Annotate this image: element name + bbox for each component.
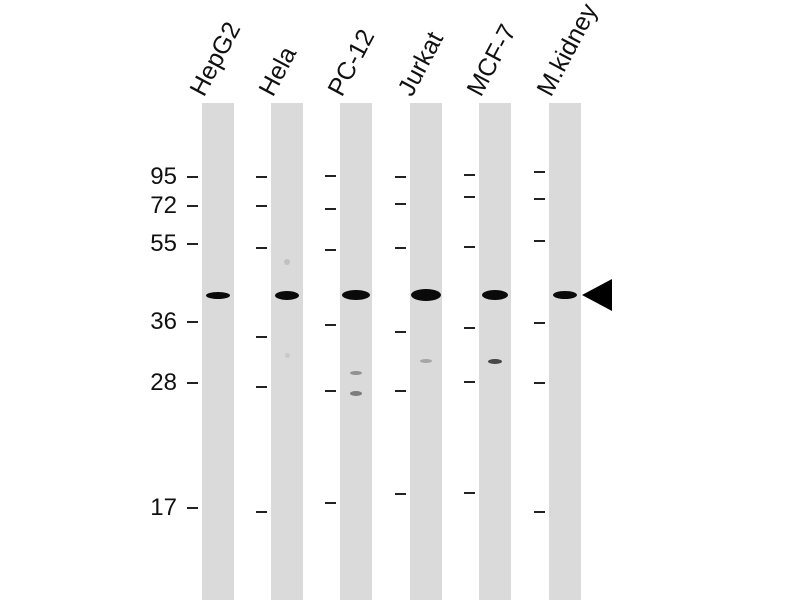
- protein-band: [411, 289, 441, 301]
- marker-tick: [187, 243, 198, 245]
- marker-label: 72: [150, 192, 177, 219]
- protein-band: [342, 290, 370, 300]
- lane-4: [410, 103, 442, 600]
- protein-band: [284, 352, 290, 358]
- marker-tick: [256, 205, 267, 207]
- lane-1: [202, 103, 234, 600]
- marker-tick: [395, 203, 406, 205]
- marker-tick: [464, 381, 475, 383]
- marker-label: 17: [150, 494, 177, 521]
- protein-band: [482, 290, 508, 300]
- protein-band: [284, 259, 290, 265]
- marker-tick: [256, 336, 267, 338]
- marker-tick: [464, 246, 475, 248]
- marker-tick: [256, 511, 267, 513]
- marker-tick: [534, 511, 545, 513]
- marker-tick: [187, 507, 198, 509]
- lane-6: [549, 103, 581, 600]
- marker-tick: [256, 176, 267, 178]
- marker-tick: [325, 249, 336, 251]
- marker-tick: [534, 240, 545, 242]
- lane-label: HepG2: [184, 17, 247, 101]
- lane-label: Jurkat: [392, 27, 450, 101]
- protein-band: [553, 291, 577, 299]
- marker-tick: [187, 321, 198, 323]
- band-arrow-icon: [582, 279, 612, 311]
- marker-label: 28: [150, 369, 177, 396]
- lane-2: [271, 103, 303, 600]
- marker-tick: [187, 205, 198, 207]
- marker-tick: [534, 198, 545, 200]
- marker-tick: [256, 386, 267, 388]
- marker-tick: [534, 382, 545, 384]
- lane-label: Hela: [253, 41, 303, 101]
- lane-5: [479, 103, 511, 600]
- marker-tick: [256, 247, 267, 249]
- marker-tick: [464, 196, 475, 198]
- marker-tick: [464, 492, 475, 494]
- marker-tick: [325, 324, 336, 326]
- protein-band: [350, 390, 362, 396]
- marker-tick: [187, 382, 198, 384]
- protein-band: [350, 371, 362, 375]
- marker-tick: [395, 247, 406, 249]
- protein-band: [488, 358, 502, 364]
- lane-label: PC-12: [322, 24, 381, 101]
- marker-tick: [325, 502, 336, 504]
- protein-band: [206, 291, 230, 299]
- marker-tick: [325, 208, 336, 210]
- marker-tick: [464, 327, 475, 329]
- marker-label: 36: [150, 308, 177, 335]
- protein-band: [275, 290, 299, 300]
- marker-tick: [534, 171, 545, 173]
- protein-band: [420, 359, 432, 363]
- marker-label: 55: [150, 230, 177, 257]
- lane-label: M.kidney: [531, 0, 604, 101]
- marker-tick: [395, 390, 406, 392]
- marker-tick: [534, 322, 545, 324]
- marker-tick: [395, 493, 406, 495]
- marker-tick: [395, 331, 406, 333]
- marker-label: 95: [150, 163, 177, 190]
- marker-tick: [325, 390, 336, 392]
- marker-tick: [325, 175, 336, 177]
- lane-label: MCF-7: [461, 19, 522, 101]
- marker-tick: [395, 176, 406, 178]
- marker-tick: [464, 174, 475, 176]
- lane-3: [340, 103, 372, 600]
- marker-tick: [187, 176, 198, 178]
